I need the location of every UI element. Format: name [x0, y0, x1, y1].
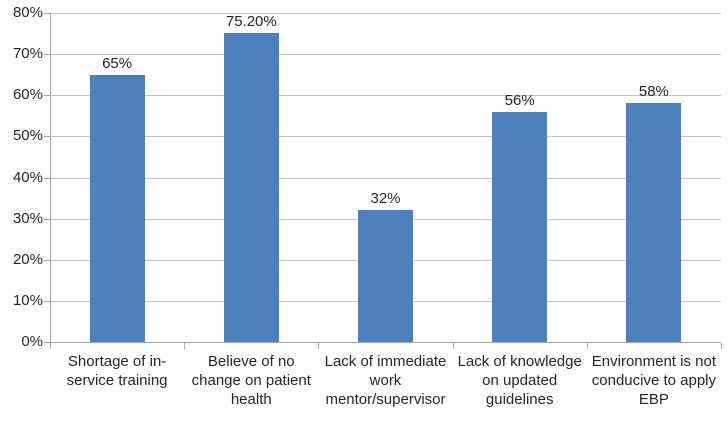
- x-tick-mark: [50, 343, 51, 349]
- bar: [358, 210, 413, 342]
- gridline: [50, 136, 721, 138]
- y-tick-mark: [44, 95, 50, 97]
- bar-value-label: 56%: [504, 91, 535, 109]
- bar-value-label: 58%: [638, 83, 669, 101]
- bar: [89, 74, 145, 342]
- gridline: [50, 95, 721, 97]
- y-tick-mark: [44, 300, 50, 302]
- y-tick-mark: [44, 13, 50, 14]
- y-axis-tick-label: 50%: [12, 127, 43, 145]
- category-label: Lack of immediate work mentor/supervisor: [324, 353, 447, 408]
- bar: [492, 111, 548, 342]
- y-axis-tick-label: 40%: [12, 168, 43, 186]
- x-tick-mark: [452, 343, 454, 349]
- y-tick-mark: [44, 136, 50, 138]
- category-label: Lack of knowledge on updated guidelines: [457, 353, 582, 408]
- y-axis-tick-label: 60%: [12, 86, 43, 104]
- y-tick-mark: [44, 259, 50, 261]
- category-label: Shortage of in- service training: [66, 353, 168, 389]
- x-tick-mark: [184, 343, 186, 349]
- gridline: [50, 54, 721, 56]
- y-axis-tick-label: 70%: [12, 45, 43, 63]
- x-tick-mark: [318, 343, 320, 349]
- bar: [223, 32, 279, 342]
- gridline: [50, 177, 721, 179]
- category-label: Believe of no change on patient health: [191, 353, 311, 408]
- x-tick-mark: [586, 343, 588, 349]
- category-label: Environment is not conducive to apply EB…: [591, 353, 717, 408]
- y-axis-tick-label: 80%: [12, 4, 43, 21]
- x-tick-mark: [721, 343, 722, 349]
- y-axis-line: [50, 13, 51, 342]
- y-axis-tick-label: 10%: [12, 291, 43, 309]
- bar: [626, 103, 682, 342]
- y-tick-mark: [44, 177, 50, 179]
- bar-value-label: 32%: [370, 190, 401, 208]
- x-axis-line: [50, 342, 721, 343]
- bar-value-label: 75.20%: [225, 12, 277, 30]
- y-tick-mark: [44, 218, 50, 220]
- y-tick-mark: [44, 54, 50, 56]
- bar-value-label: 65%: [102, 54, 133, 72]
- y-tick-mark: [44, 342, 50, 343]
- y-axis-tick-label: 30%: [12, 209, 43, 227]
- gridline: [50, 13, 721, 14]
- y-axis-tick-label: 0%: [21, 333, 43, 350]
- y-axis-tick-label: 20%: [12, 250, 43, 268]
